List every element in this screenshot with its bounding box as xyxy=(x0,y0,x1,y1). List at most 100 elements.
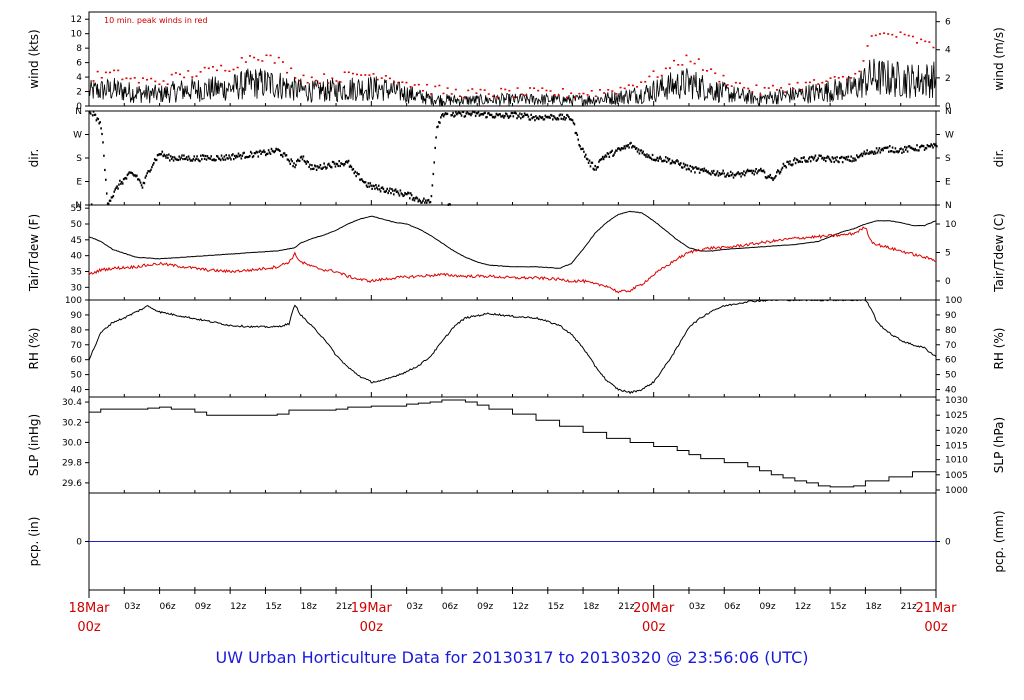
dir-point xyxy=(555,118,558,121)
dir-point xyxy=(313,164,316,167)
dir-point xyxy=(864,153,867,156)
dir-point xyxy=(835,159,837,162)
wind-peak-point xyxy=(681,64,684,66)
dir-point xyxy=(173,156,176,159)
dir-point xyxy=(456,112,459,115)
dir-point xyxy=(276,148,278,151)
slp-left-tick-label: 30.2 xyxy=(62,418,82,428)
dir-point xyxy=(681,166,684,169)
dir-point xyxy=(223,155,226,158)
dir-point xyxy=(764,176,767,179)
dir-point xyxy=(613,153,615,156)
dir-point xyxy=(162,154,165,158)
dir-point xyxy=(262,150,264,154)
dir-point xyxy=(915,149,917,152)
dir-point xyxy=(215,158,217,162)
wind-peak-point xyxy=(788,83,791,86)
dir-point xyxy=(200,158,203,161)
dir-point xyxy=(275,147,277,150)
wind-peak-point xyxy=(627,84,630,86)
dir-point xyxy=(171,156,174,159)
dir-point xyxy=(822,156,824,159)
dir-point xyxy=(164,154,166,157)
dir-point xyxy=(395,190,398,193)
wind-peak-point xyxy=(808,81,811,84)
dir-point xyxy=(517,114,519,117)
dir-point xyxy=(367,182,370,185)
dir-point xyxy=(713,173,716,176)
dir-point xyxy=(192,158,195,161)
time-axis-hour-label: 15z xyxy=(265,602,281,612)
dir-point xyxy=(620,147,623,150)
dir-point xyxy=(178,155,181,158)
dir-point xyxy=(384,190,387,194)
dir-point xyxy=(715,172,718,175)
dir-point xyxy=(748,169,751,173)
dir-point xyxy=(648,156,651,159)
dir-point xyxy=(267,149,270,152)
dir-point xyxy=(534,119,536,122)
dir-point xyxy=(688,168,691,171)
dir-point xyxy=(454,114,456,117)
dir-point xyxy=(350,165,353,169)
dir-point xyxy=(511,111,514,115)
dir-point xyxy=(420,201,422,204)
dir-point xyxy=(372,184,374,187)
dir-point xyxy=(626,145,628,148)
dir-point xyxy=(358,172,360,176)
dir-point xyxy=(623,145,626,148)
dir-point xyxy=(808,157,810,160)
wind-peak-point xyxy=(347,71,350,74)
dir-point xyxy=(428,201,431,204)
dir-point xyxy=(599,159,601,162)
wind-peak-point xyxy=(405,81,408,84)
dir-point xyxy=(216,154,218,158)
dir-point xyxy=(837,160,839,163)
dir-point xyxy=(669,162,672,165)
dir-point xyxy=(214,159,216,162)
dir-point xyxy=(612,154,614,157)
dir-point xyxy=(344,160,347,164)
dir-point xyxy=(694,171,696,174)
dir-point xyxy=(364,181,367,184)
wind-peak-point xyxy=(360,74,363,76)
dir-point xyxy=(760,169,763,173)
dir-point xyxy=(868,152,870,155)
dir-point xyxy=(373,184,375,188)
dir-point xyxy=(935,143,937,146)
dir-point xyxy=(677,160,679,163)
dir-point xyxy=(131,171,133,175)
wind-peak-point xyxy=(738,82,741,85)
dir-point xyxy=(614,151,616,154)
dir-point xyxy=(886,146,888,149)
dir-point xyxy=(568,118,571,121)
dir-point xyxy=(129,171,132,174)
dir-point xyxy=(887,146,889,149)
wind-peak-point xyxy=(463,96,466,99)
wind-peak-point xyxy=(771,84,774,87)
dir-point xyxy=(896,150,899,153)
wind-peak-point xyxy=(619,86,622,89)
dir-point xyxy=(485,116,487,119)
dir-point xyxy=(438,121,440,124)
dir-point xyxy=(894,147,897,150)
wind-peak-point xyxy=(784,91,787,93)
dir-point xyxy=(588,159,591,162)
dir-point xyxy=(724,175,726,178)
dir-point xyxy=(378,188,381,191)
wind-peak-point xyxy=(763,86,766,89)
wind-peak-point xyxy=(734,81,737,84)
dir-point xyxy=(736,172,739,175)
dir-point xyxy=(756,172,758,175)
dir-point xyxy=(278,149,280,152)
dir-point xyxy=(443,113,446,116)
dir-point xyxy=(783,164,786,168)
temp-left-tick-label: 35 xyxy=(71,268,82,278)
dir-point xyxy=(424,199,427,202)
dir-right-tick-label: S xyxy=(945,154,951,164)
dir-point xyxy=(917,149,919,152)
dir-point xyxy=(499,113,501,116)
dir-point xyxy=(872,152,875,156)
time-axis-hour-label: 06z xyxy=(442,602,458,612)
dir-point xyxy=(104,178,107,181)
